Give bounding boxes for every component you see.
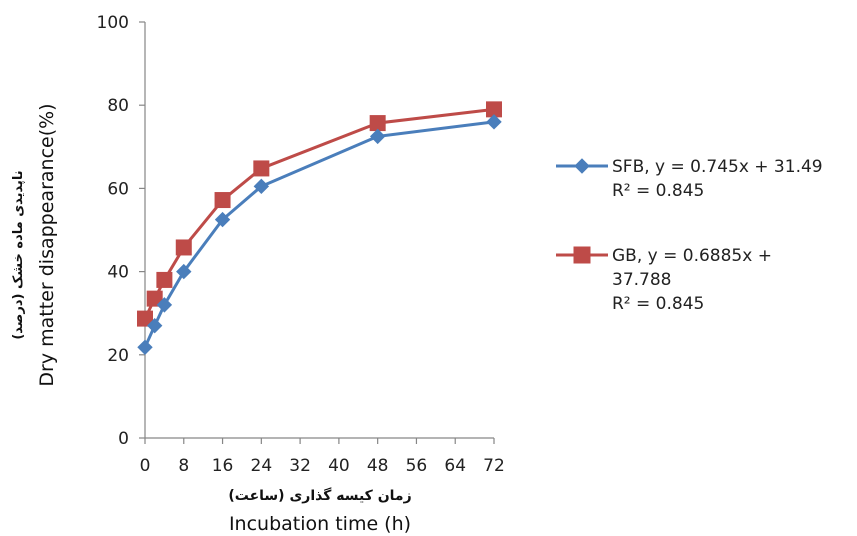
data-point-gb xyxy=(146,290,163,307)
legend-entry-sfb: SFB, y = 0.745x + 31.49 R² = 0.845 xyxy=(556,157,823,201)
data-point-sfb xyxy=(176,263,192,280)
series-line-gb xyxy=(143,107,495,320)
data-point-sfb xyxy=(156,297,173,313)
x-axis-title-persian: زمان کیسه گذاری (ساعت) xyxy=(228,487,411,504)
x-tick-label: 48 xyxy=(367,456,389,476)
x-axis-ticks: 0 8 16 24 32 40 48 56 64 72 xyxy=(140,438,505,476)
data-point-sfb xyxy=(137,339,153,356)
y-tick-label: 80 xyxy=(107,96,129,116)
data-point-sfb xyxy=(486,114,502,130)
x-tick-label: 72 xyxy=(483,456,505,476)
series-line-sfb xyxy=(143,120,495,348)
data-point-gb xyxy=(253,160,270,177)
x-tick-label: 24 xyxy=(251,456,273,476)
data-point-gb xyxy=(156,271,173,288)
x-tick-label: 40 xyxy=(328,456,350,476)
legend-label-line: GB, y = 0.6885x + xyxy=(612,246,772,266)
data-point-sfb xyxy=(146,317,163,334)
data-point-sfb xyxy=(214,211,231,228)
y-axis-title: Dry matter disappearance(%) xyxy=(36,103,58,386)
series-sfb xyxy=(137,114,502,356)
x-tick-label: 32 xyxy=(289,456,311,476)
x-tick-label: 16 xyxy=(212,456,234,476)
legend-marker xyxy=(573,246,591,264)
axes xyxy=(144,22,494,439)
data-point-gb xyxy=(137,310,153,327)
x-tick-label: 0 xyxy=(140,456,151,476)
data-point-gb xyxy=(175,239,192,256)
y-tick-label: 100 xyxy=(97,13,129,33)
legend-entry-gb: GB, y = 0.6885x + 37.788 R² = 0.845 xyxy=(556,246,772,314)
y-axis-ticks: 0 20 40 60 80 100 xyxy=(97,13,145,449)
series-layer xyxy=(137,101,502,356)
y-tick-label: 60 xyxy=(107,179,129,199)
legend-label-line: R² = 0.845 xyxy=(612,181,704,201)
legend-marker xyxy=(574,158,590,174)
y-axis-title-persian: ناپدیدی ماده خشک (درصد) xyxy=(11,170,26,339)
data-point-sfb xyxy=(253,178,270,195)
y-tick-label: 20 xyxy=(107,346,129,366)
legend-label-line: 37.788 xyxy=(612,270,671,290)
legend-label-line: SFB, y = 0.745x + 31.49 xyxy=(612,157,823,177)
series-gb xyxy=(137,101,502,327)
y-tick-label: 0 xyxy=(118,429,129,449)
data-point-sfb xyxy=(369,128,386,145)
y-tick-label: 40 xyxy=(107,263,129,283)
data-point-gb xyxy=(369,115,386,132)
x-tick-label: 64 xyxy=(444,456,466,476)
x-axis-title: Incubation time (h) xyxy=(229,513,411,535)
x-tick-label: 8 xyxy=(178,456,189,476)
x-tick-label: 56 xyxy=(406,456,428,476)
legend-label-line: R² = 0.845 xyxy=(612,294,704,314)
data-point-gb xyxy=(214,192,231,209)
